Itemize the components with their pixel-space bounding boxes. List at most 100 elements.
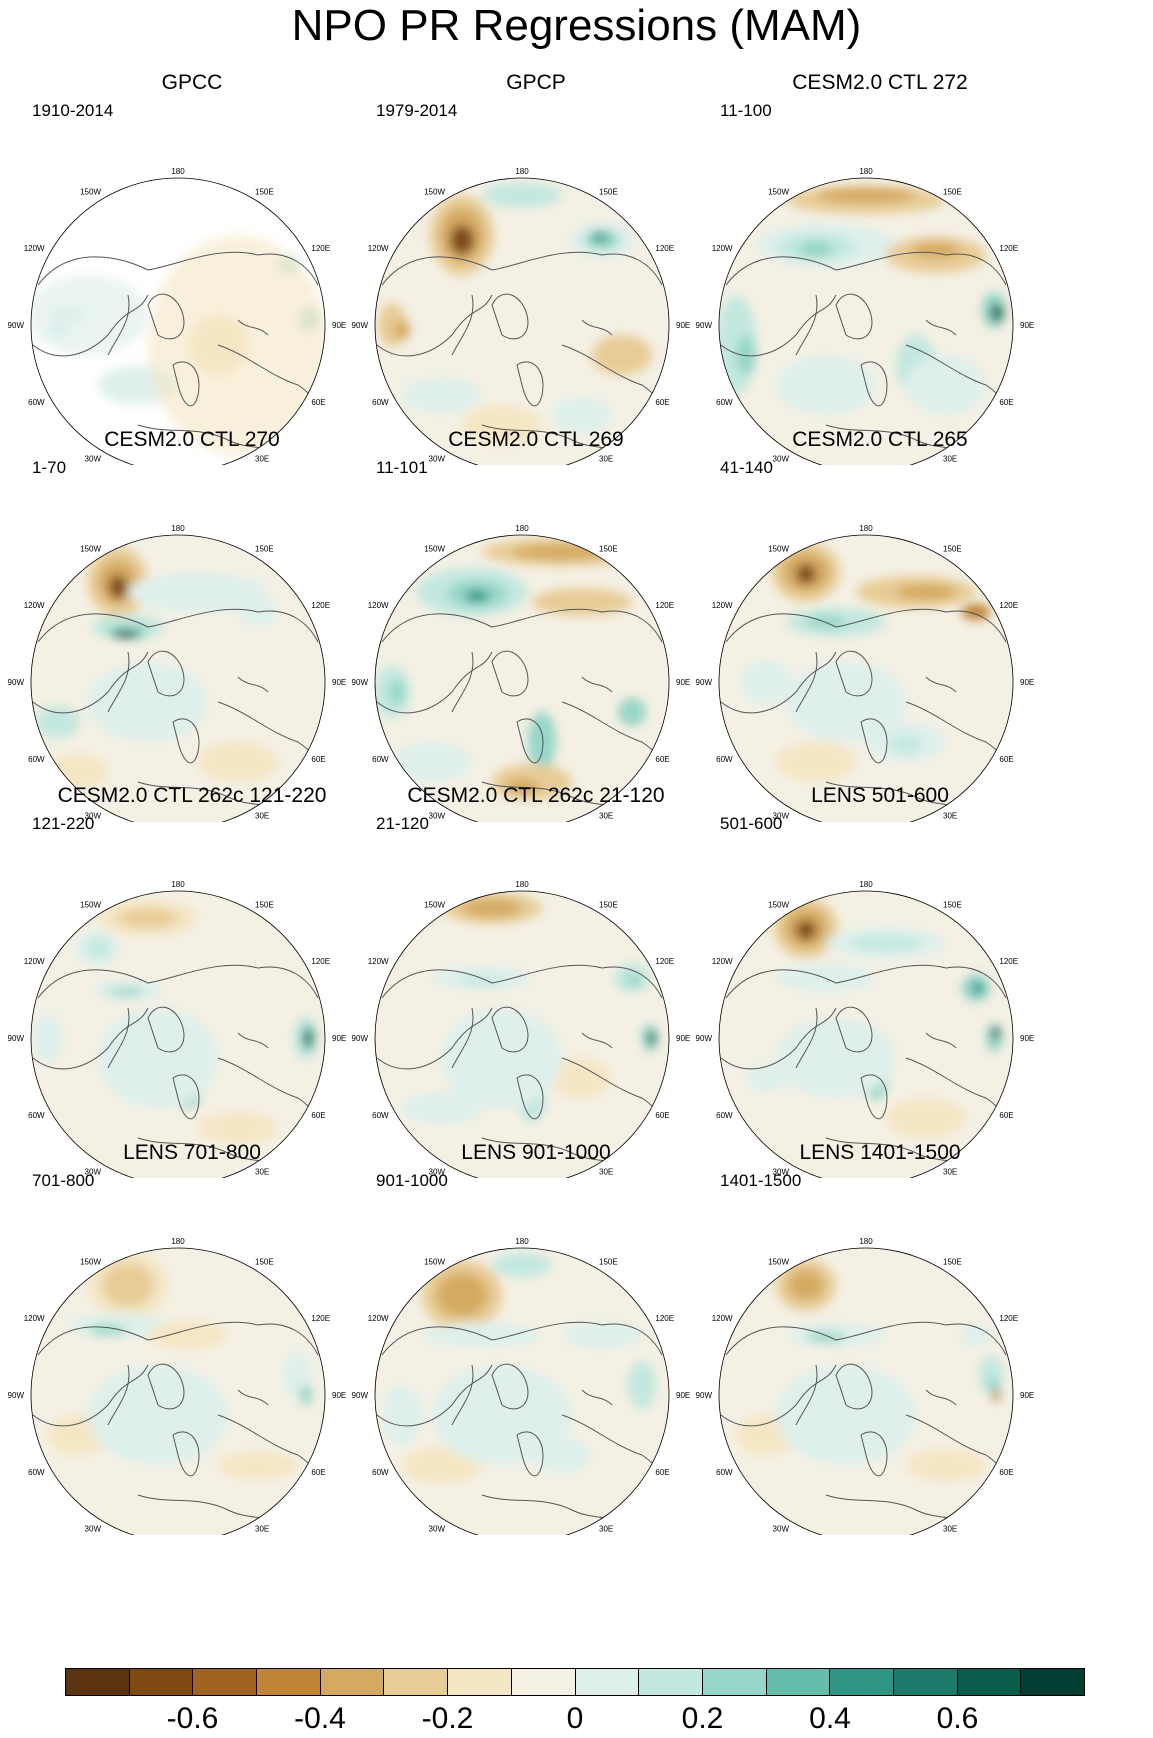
colorbar-box [766, 1669, 831, 1695]
polar-map: 180150E120E90E60E30E030W60W90W120W150W [696, 1237, 1034, 1535]
map-panel: CESM2.0 CTL 262c 121-220 121-220 180 150E 12… [0, 783, 384, 1178]
longitude-label: 60E [311, 755, 325, 764]
longitude-label: 30E [599, 1524, 613, 1533]
longitude-label: 30E [255, 811, 269, 820]
panel-period: 121-220 [32, 814, 95, 833]
map-panel: LENS 901-1000 901-1000 180 150E 120E 90E 60E 30… [344, 1140, 728, 1535]
panel-period: 501-600 [720, 814, 783, 833]
colorbar-tick-label: 0.2 [681, 1702, 724, 1735]
map-field [719, 178, 1013, 465]
colorbar-box [66, 1669, 130, 1695]
longitude-label: 90E [676, 1034, 690, 1043]
longitude-label: 60E [655, 1468, 669, 1477]
longitude-label: 90W [8, 1034, 25, 1043]
longitude-label: 60W [372, 398, 389, 407]
longitude-label: 180 [515, 880, 529, 889]
longitude-label: 150W [424, 1258, 445, 1267]
panel-period: 901-1000 [376, 1171, 448, 1190]
map-field [31, 891, 325, 1178]
longitude-label: 120E [999, 1314, 1018, 1323]
longitude-label: 90E [676, 1391, 690, 1400]
longitude-label: 90E [332, 1034, 346, 1043]
longitude-label: 150E [943, 188, 962, 197]
main-title: NPO PR Regressions (MAM) [291, 1, 862, 50]
panel-period: 1910-2014 [32, 101, 114, 120]
panel-title: LENS 701-800 [123, 1141, 261, 1164]
longitude-label: 90E [1020, 678, 1034, 687]
polar-map: 180150E120E90E60E30E030W60W90W120W150W [696, 880, 1034, 1178]
longitude-label: 150W [80, 545, 101, 554]
longitude-label: 120W [368, 244, 389, 253]
colorbar [65, 1668, 1085, 1696]
panel-period: 11-100 [720, 101, 772, 120]
colorbar-tick-label: 0.6 [936, 1702, 979, 1735]
longitude-label: 150W [424, 545, 445, 554]
colorbar-tick-label: 0.4 [809, 1702, 851, 1735]
longitude-label: 150W [80, 901, 101, 910]
longitude-label: 60E [311, 1468, 325, 1477]
longitude-label: 60E [999, 755, 1013, 764]
longitude-label: 30E [943, 1524, 957, 1533]
map-panel: CESM2.0 CTL 262c 21-120 21-120 180 150E 120E… [344, 783, 728, 1178]
longitude-label: 180 [515, 167, 529, 176]
colorbar-box [575, 1669, 640, 1695]
longitude-label: 90W [8, 678, 25, 687]
longitude-label: 90W [8, 1391, 25, 1400]
longitude-label: 90W [352, 1391, 369, 1400]
colorbar-box [830, 1669, 894, 1695]
longitude-label: 180 [515, 524, 529, 533]
longitude-label: 120E [311, 601, 330, 610]
longitude-label: 120W [24, 957, 45, 966]
longitude-label: 60W [716, 1468, 733, 1477]
coastline [32, 1321, 324, 1526]
longitude-label: 120E [999, 957, 1018, 966]
map-field [719, 1248, 1013, 1535]
longitude-label: 150W [768, 188, 789, 197]
longitude-label: 150W [424, 901, 445, 910]
panel-title: CESM2.0 CTL 262c 121-220 [57, 784, 327, 807]
map-field [375, 1248, 669, 1535]
longitude-label: 60E [999, 1111, 1013, 1120]
longitude-label: 180 [171, 1237, 185, 1246]
panel-period: 701-800 [32, 1171, 95, 1190]
colorbar-box [1021, 1669, 1084, 1695]
longitude-label: 150W [768, 1258, 789, 1267]
map-panel: CESM2.0 CTL 269 11-101 180 150E 120E 90E 60E 30… [344, 427, 728, 822]
longitude-label: 90E [676, 678, 690, 687]
longitude-label: 150E [255, 1258, 274, 1267]
coastline [376, 251, 668, 456]
map-field [375, 891, 669, 1178]
longitude-label: 120W [368, 601, 389, 610]
longitude-label: 30E [255, 454, 269, 463]
longitude-label: 120E [655, 1314, 674, 1323]
longitude-label: 30W [773, 454, 790, 463]
polar-map: 180150E120E90E60E30E030W60W90W120W150W [8, 167, 346, 465]
longitude-label: 120E [655, 244, 674, 253]
longitude-label: 150W [80, 1258, 101, 1267]
longitude-label: 60W [372, 755, 389, 764]
longitude-label: 120W [712, 957, 733, 966]
map-panel: CESM2.0 CTL 265 41-140 180 150E 120E 90E 60E 30… [688, 427, 1072, 822]
longitude-label: 60W [28, 398, 45, 407]
colorbar-box [129, 1669, 194, 1695]
panel-title: LENS 1401-1500 [799, 1141, 961, 1164]
longitude-label: 180 [859, 167, 873, 176]
colorbar-tick-label: 0 [566, 1702, 584, 1735]
longitude-label: 30W [429, 1524, 446, 1533]
longitude-label: 150E [599, 901, 618, 910]
longitude-label: 150E [943, 545, 962, 554]
longitude-label: 120E [999, 244, 1018, 253]
longitude-label: 60W [716, 755, 733, 764]
longitude-label: 30W [429, 1167, 446, 1176]
longitude-label: 60W [28, 1111, 45, 1120]
polar-map: 180150E120E90E60E30E030W60W90W120W150W [696, 524, 1034, 822]
colorbar-box [320, 1669, 385, 1695]
longitude-label: 150E [599, 188, 618, 197]
longitude-label: 30W [429, 811, 446, 820]
longitude-label: 60E [311, 1111, 325, 1120]
longitude-label: 30E [599, 454, 613, 463]
panel-title: CESM2.0 CTL 262c 21-120 [407, 784, 665, 807]
longitude-label: 90W [352, 1034, 369, 1043]
map-panel: LENS 501-600501-600180150E120E90E60E30E0… [688, 783, 1072, 1178]
polar-map: 180150E120E90E60E30E030W60W90W120W150W [352, 167, 690, 465]
